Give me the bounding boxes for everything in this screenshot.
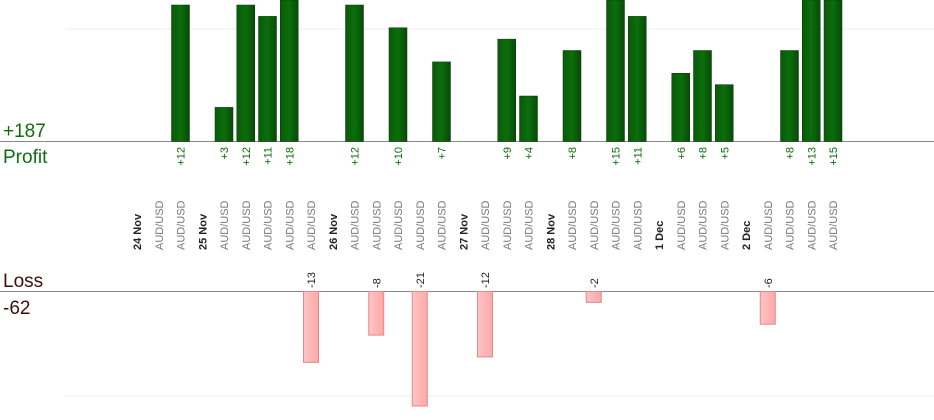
profit-bar <box>802 0 821 142</box>
loss-bar <box>411 291 428 407</box>
loss-value-label: -8 <box>371 278 383 288</box>
profit-bar <box>823 0 843 142</box>
date-label: 25 Nov <box>197 213 209 250</box>
pair-label: AUD/USD <box>415 200 427 250</box>
profit-value-label: +8 <box>785 147 797 160</box>
profit-bar <box>715 84 734 142</box>
profit-value-label: +6 <box>676 147 688 160</box>
loss-bar <box>585 291 602 303</box>
profit-value-label: +4 <box>524 147 536 160</box>
pair-label: AUD/USD <box>763 200 775 250</box>
profit-value-label: +15 <box>828 147 840 166</box>
profit-bar <box>693 50 712 142</box>
profit-total: +187 <box>3 121 46 142</box>
profit-value-label: +11 <box>632 147 644 165</box>
pair-label: AUD/USD <box>785 200 797 250</box>
profit-bar <box>519 95 538 142</box>
profit-value-label: +12 <box>241 147 253 166</box>
pair-label: AUD/USD <box>263 200 275 250</box>
profit-value-label: +8 <box>567 147 579 160</box>
loss-bar <box>759 291 776 325</box>
profit-bar <box>780 50 799 142</box>
pair-label: AUD/USD <box>284 200 296 250</box>
pair-label: AUD/USD <box>828 200 840 250</box>
loss-value-label: -6 <box>763 278 775 288</box>
loss-label: Loss <box>3 271 43 292</box>
loss-total: -62 <box>3 298 30 319</box>
profit-bar <box>497 38 516 142</box>
pair-label: AUD/USD <box>719 200 731 250</box>
pair-label: AUD/USD <box>480 200 492 250</box>
pair-label: AUD/USD <box>806 200 818 250</box>
profit-label: Profit <box>3 147 48 168</box>
profit-value-label: +7 <box>437 147 449 160</box>
pair-label: AUD/USD <box>219 200 231 250</box>
profit-value-label: +10 <box>393 147 405 166</box>
pair-label: AUD/USD <box>176 200 188 250</box>
pair-label: AUD/USD <box>589 200 601 250</box>
profit-value-label: +13 <box>806 147 818 166</box>
date-label: 28 Nov <box>545 213 557 250</box>
profit-value-label: +12 <box>350 147 362 166</box>
pair-label: AUD/USD <box>154 200 166 250</box>
profit-bar <box>214 107 234 142</box>
profit-value-label: +11 <box>263 147 275 165</box>
pair-label: AUD/USD <box>567 200 579 250</box>
pair-label: AUD/USD <box>524 200 536 250</box>
loss-bar <box>477 291 493 358</box>
profit-bar <box>562 50 582 142</box>
profit-bar <box>345 4 364 142</box>
loss-value-label: -12 <box>480 272 492 288</box>
profit-bar <box>236 4 255 142</box>
date-label: 1 Dec <box>654 221 666 250</box>
pair-label: AUD/USD <box>611 200 623 250</box>
profit-bar <box>280 0 299 142</box>
pair-label: AUD/USD <box>632 200 644 250</box>
date-label: 24 Nov <box>132 213 144 250</box>
loss-bar <box>368 291 385 336</box>
profit-value-label: +5 <box>719 147 731 160</box>
profit-value-label: +8 <box>698 147 710 160</box>
profit-bar <box>628 16 647 142</box>
pair-label: AUD/USD <box>437 200 449 250</box>
pair-label: AUD/USD <box>371 200 383 250</box>
labels-group: 24 Nov AUD/USD AUD/USD +12 25 Nov AUD/USD +3 AU… <box>132 147 840 288</box>
bars-group <box>171 0 843 407</box>
pair-label: AUD/USD <box>393 200 405 250</box>
profit-bar <box>606 0 625 142</box>
loss-value-label: -21 <box>415 272 427 288</box>
profit-bar <box>388 27 408 142</box>
profit-value-label: +9 <box>502 147 514 160</box>
pair-label: AUD/USD <box>350 200 362 250</box>
profit-bar <box>258 16 277 142</box>
pair-label: AUD/USD <box>306 200 318 250</box>
profit-bar <box>171 4 190 142</box>
profit-value-label: +12 <box>176 147 188 166</box>
pair-label: AUD/USD <box>502 200 514 250</box>
profit-value-label: +18 <box>284 147 296 166</box>
profit-bar <box>671 73 690 142</box>
date-label: 26 Nov <box>328 213 340 250</box>
profit-bar <box>432 61 451 142</box>
profit-value-label: +15 <box>611 147 623 166</box>
loss-value-label: -2 <box>589 278 601 288</box>
profit-value-label: +3 <box>219 147 231 160</box>
loss-bar <box>303 291 319 363</box>
date-label: 27 Nov <box>458 213 470 250</box>
date-label: 2 Dec <box>741 221 753 250</box>
pair-label: AUD/USD <box>698 200 710 250</box>
pair-label: AUD/USD <box>241 200 253 250</box>
loss-value-label: -13 <box>306 272 318 288</box>
pair-label: AUD/USD <box>676 200 688 250</box>
